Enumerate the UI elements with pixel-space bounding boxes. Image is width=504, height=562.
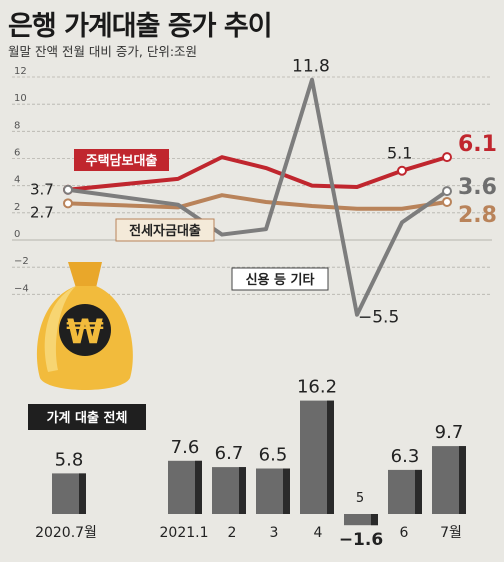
bag-neck xyxy=(68,262,102,288)
x-tick-label: 2021.1 xyxy=(160,525,209,541)
y-tick-label: 10 xyxy=(14,93,27,104)
bar-layer: 가계 대출 전체 5.8 7.6 6.7 6.5 16.2 −1.6 6.3 9.7 2020.7… xyxy=(28,377,466,550)
bar-shade xyxy=(415,469,422,514)
bar-shade xyxy=(459,446,466,514)
legend-box xyxy=(74,149,169,171)
data-point xyxy=(63,184,73,195)
data-label: −5.5 xyxy=(358,308,399,328)
x-tick-label: 2 xyxy=(228,525,237,541)
data-label: 6.1 xyxy=(458,132,497,157)
bar-value-label: 6.3 xyxy=(391,446,420,467)
legend-box xyxy=(115,218,215,242)
data-point xyxy=(442,152,452,163)
y-axis: 12 10 8 6 4 2 0 −2 −4 xyxy=(14,66,29,294)
bar-legend-label: 가계 대출 전체 xyxy=(47,410,128,426)
series-line xyxy=(67,77,449,317)
legend-box xyxy=(231,267,329,291)
data-point xyxy=(442,196,452,207)
bar-value-label: 6.5 xyxy=(259,445,288,466)
x-tick-label: 3 xyxy=(270,525,279,541)
bar-shade xyxy=(327,400,334,514)
data-label: 5.1 xyxy=(387,144,412,163)
line-series-layer xyxy=(63,77,452,317)
y-tick-label: 0 xyxy=(14,229,20,240)
y-tick-label: 8 xyxy=(14,120,20,131)
x-tick-label: 5 xyxy=(356,491,364,506)
line-labels-layer: 3.7 2.7 6.1 3.6 2.8 5.1 11.8 −5.5 주택담보대출전세자금대출신용… xyxy=(30,57,497,328)
y-tick-label: 6 xyxy=(14,148,20,159)
y-tick-label: −2 xyxy=(14,256,29,267)
bar-value-label: 5.8 xyxy=(55,449,84,470)
data-label: 2.7 xyxy=(30,203,54,221)
x-tick-label: 6 xyxy=(400,525,409,541)
bar-value-label: 7.6 xyxy=(171,437,200,458)
x-tick-label: 2020.7월 xyxy=(35,525,97,541)
legend-label: 전세자금대출 xyxy=(129,223,201,239)
money-bag-won-icon: ₩ xyxy=(36,262,133,390)
data-label: 3.6 xyxy=(458,175,497,200)
bar-shade xyxy=(283,468,290,514)
bar-shade xyxy=(195,460,202,514)
bar-shade xyxy=(79,473,86,514)
legend-label: 주택담보대출 xyxy=(86,153,158,169)
won-symbol: ₩ xyxy=(66,312,104,352)
y-tick-label: −4 xyxy=(14,283,29,294)
chart-title: 은행 가계대출 증가 추이 xyxy=(8,11,273,42)
chart-subtitle: 월말 잔액 전월 대비 증가, 단위:조원 xyxy=(8,44,198,59)
x-tick-label: 4 xyxy=(314,525,323,541)
y-tick-label: 12 xyxy=(14,66,27,77)
y-tick-label: 4 xyxy=(14,175,20,186)
bag-highlight xyxy=(44,286,76,372)
series-line xyxy=(67,193,448,211)
bar-value-label: 9.7 xyxy=(435,422,464,443)
bar-shade xyxy=(371,514,378,526)
bar-value-label: 16.2 xyxy=(297,377,337,398)
bar-value-label: 6.7 xyxy=(215,443,244,464)
data-point xyxy=(397,165,407,176)
data-label: 3.7 xyxy=(30,181,54,199)
data-label: 2.8 xyxy=(458,203,497,228)
bar-shade xyxy=(239,467,246,514)
won-coin xyxy=(59,304,111,356)
bar xyxy=(344,514,378,526)
bar-legend-box xyxy=(28,404,146,430)
legend-label: 신용 등 기타 xyxy=(246,272,315,288)
series-line xyxy=(67,155,448,192)
bar-value-label: −1.6 xyxy=(339,530,383,550)
x-tick-label: 7월 xyxy=(440,525,462,541)
grid-layer xyxy=(12,76,492,295)
data-point xyxy=(63,198,73,209)
data-point xyxy=(442,186,452,197)
data-label: 11.8 xyxy=(292,57,330,77)
y-tick-label: 2 xyxy=(14,202,20,213)
